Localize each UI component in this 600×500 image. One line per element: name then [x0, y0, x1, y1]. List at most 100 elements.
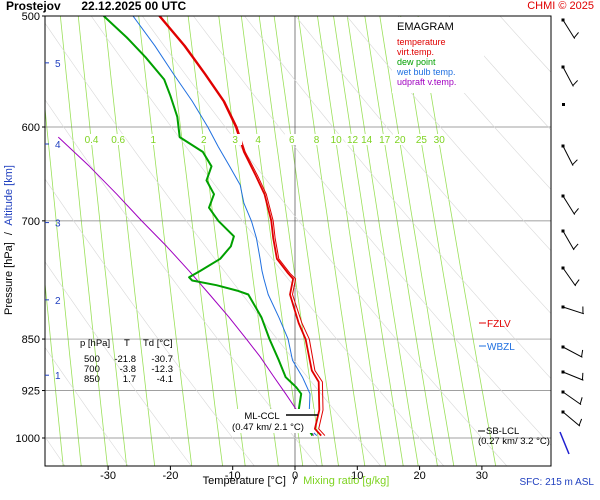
dry-adiabat: [397, 16, 551, 190]
dry-adiabat: [45, 178, 255, 466]
dry-adiabat: [90, 16, 445, 466]
y-axis-title-pressure: Pressure [hPa]: [3, 242, 15, 315]
mixing-ratio-label: 3: [232, 135, 238, 146]
y-axis-title-altitude: Altitude [km]: [3, 165, 15, 226]
table-row-1-t: -21.8: [114, 354, 136, 365]
mixing-ratio-label-bg: [251, 134, 266, 145]
wind-barb: [562, 66, 574, 87]
mixing-ratio-line: [240, 16, 304, 466]
temperature-tick-label: -30: [100, 470, 116, 482]
mixing-ratio-line: [297, 16, 366, 466]
copyright: CHMI © 2025: [527, 0, 594, 12]
altitude-tick-label: 2: [55, 296, 61, 307]
mixing-ratio-line: [138, 16, 193, 466]
mixing-ratio-line: [379, 16, 455, 466]
wind-barb: [562, 145, 574, 166]
temperature-tick-label: -20: [162, 470, 178, 482]
wind-barb-surface: [559, 431, 570, 455]
x-axis-title-mix: Mixing ratio [g/kg]: [303, 475, 389, 487]
fzlv-marker: FZLV: [479, 319, 511, 330]
grid-lines: [45, 16, 551, 466]
table-header-td: Td [°C]: [143, 338, 173, 349]
wind-barb-base: [561, 390, 565, 394]
fzlv-label: FZLV: [487, 319, 511, 330]
surface-elevation: SFC: 215 m ASL: [520, 477, 595, 488]
x-axis-title-temp: Temperature [°C]: [203, 475, 286, 487]
mixing-ratio-line: [45, 104, 82, 466]
ml-ccl-values: (0.47 km/ 2.1 °C): [232, 422, 304, 433]
dry-adiabat: [448, 16, 551, 131]
mixing-ratio-line: [258, 16, 323, 466]
plot-frame: [44, 15, 552, 467]
mixing-ratio-line: [77, 16, 128, 466]
table-header-p: p [hPa]: [80, 338, 110, 349]
mixing-ratio-label-bg: [377, 134, 392, 145]
dry-adiabat: [45, 99, 318, 466]
wind-barb-base: [561, 345, 565, 349]
mixing-ratio-label: 20: [394, 135, 406, 146]
wind-barb-base: [561, 410, 565, 414]
temperature-tick-labels: -30 -20 -10 0 10 20 30: [100, 466, 488, 482]
wind-barb-feather: [579, 397, 583, 405]
wind-barb: [562, 411, 581, 427]
mixing-ratio-line: [59, 16, 108, 466]
legend-temperature: temperature: [397, 37, 446, 47]
mixing-ratio-line: [45, 279, 64, 466]
mixing-ratio-label-bg: [146, 134, 161, 145]
series-line-virt-temp: [160, 16, 326, 436]
dry-adiabat: [45, 346, 129, 466]
series-line-temperature: [158, 16, 322, 437]
wind-barb-base: [561, 18, 565, 22]
altitude-tick-label: 4: [55, 140, 61, 151]
temperature-tick-label: 30: [476, 470, 488, 482]
mixing-ratio-label-bg: [329, 134, 344, 145]
station-title: Prostejov 22.12.2025 00 UTC: [6, 0, 186, 13]
mixing-ratio-line: [346, 16, 419, 466]
wind-barb-feather: [573, 243, 579, 250]
mixing-ratio-label-bg: [228, 134, 243, 145]
dry-adiabat: [295, 16, 551, 315]
mixing-ratio-line: [103, 16, 156, 466]
values-table: p [hPa] T Td [°C] 500 -21.8 -30.7 700 -3…: [80, 338, 173, 385]
mixing-ratio-line: [400, 16, 478, 466]
legend-wet-bulb: wet bulb temp.: [396, 67, 456, 77]
mixing-ratio-label: 1: [150, 135, 156, 146]
mixing-ratio-label-bg: [196, 134, 211, 145]
mixing-ratio-line: [187, 16, 246, 466]
x-axis-title: Temperature [°C] / Mixing ratio [g/kg]: [203, 475, 390, 487]
mixing-ratio-label: 17: [379, 135, 391, 146]
wind-barb-calm: [562, 103, 565, 106]
mixing-ratio-label-bg: [359, 134, 374, 145]
mixing-ratio-label-bg: [414, 134, 429, 145]
mixing-ratio-label-bg: [111, 134, 126, 145]
mixing-ratio-label: 0.4: [85, 135, 99, 146]
table-header-t: T: [124, 338, 130, 349]
mixing-ratio-label-bg: [432, 134, 447, 145]
wind-barb: [562, 346, 583, 358]
temperature-tick-label: 20: [413, 470, 425, 482]
wbzl-marker: WBZL: [479, 342, 515, 353]
wind-barb: [562, 195, 576, 215]
wind-barb: [562, 306, 585, 315]
ml-ccl-label: ML-CCL: [244, 411, 279, 422]
mixing-ratio-label: 6: [289, 135, 295, 146]
table-row-3-t: 1.7: [123, 374, 136, 385]
dry-adiabat: [45, 261, 192, 466]
pressure-tick-label: 850: [22, 334, 40, 346]
mixing-ratio-label-bg: [345, 134, 360, 145]
mixing-ratio-label: 12: [347, 135, 359, 146]
series-line-udpraft-v-temp: [57, 136, 315, 436]
legend-title: EMAGRAM: [397, 21, 454, 33]
wind-barb-feather: [581, 349, 584, 357]
table-row-2-t: -3.8: [120, 364, 136, 375]
sb-lcl-values: (0.27 km/ 3.2 °C): [478, 436, 550, 447]
table-row-2-p: 700: [84, 364, 100, 375]
legend: EMAGRAM temperature virt.temp. dew point…: [392, 17, 484, 93]
mixing-ratio-label-bg: [284, 134, 299, 145]
wind-barb-base: [561, 144, 565, 148]
wind-barb: [562, 230, 575, 251]
dry-adiabat: [244, 16, 551, 379]
mixing-ratio-line: [273, 16, 339, 466]
table-row-3-td: -4.1: [157, 374, 173, 385]
wind-barb-feather: [574, 279, 580, 286]
